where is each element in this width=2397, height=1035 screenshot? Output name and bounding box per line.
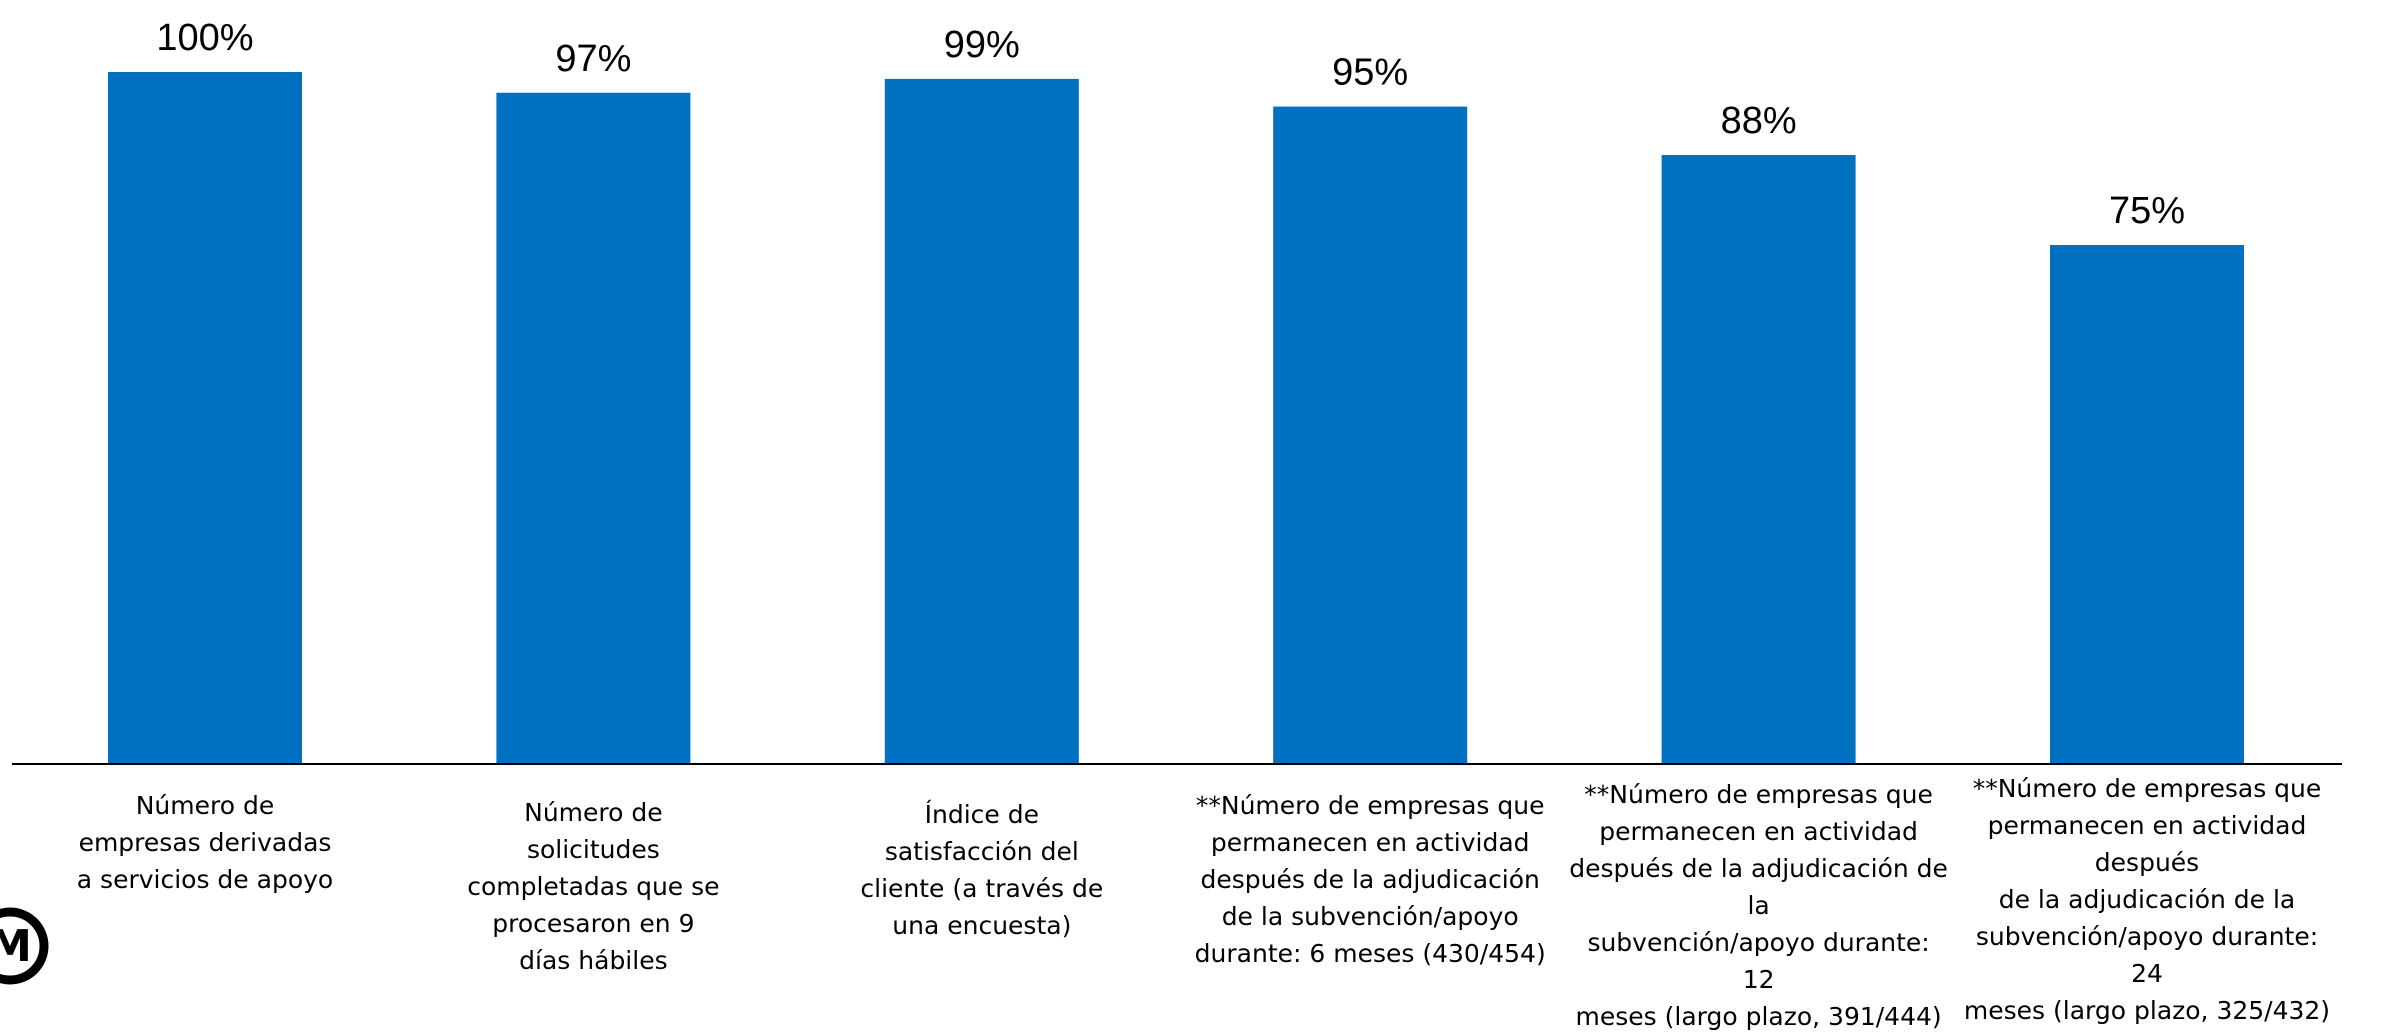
bar-4 [1273, 106, 1468, 765]
data-labels-group: 100% 97% 99% 95% 88% 75% [156, 17, 2185, 232]
category-label-3: Índice de satisfacción del cliente (a tr… [860, 800, 1104, 940]
category-label-1: Número de empresas derivadas a servicios… [76, 791, 334, 894]
data-label-3: 99% [944, 24, 1020, 66]
data-label-1: 100% [156, 17, 253, 59]
data-label-5: 88% [1721, 100, 1797, 142]
bar-2 [496, 92, 691, 764]
category-label-6: **Número de empresas que permanecen en a… [1963, 774, 2331, 1025]
logo-letter: M [0, 921, 32, 972]
category-label-4: **Número de empresas que permanecen en a… [1194, 791, 1546, 968]
bar-1 [108, 72, 302, 764]
data-label-6: 75% [2109, 190, 2185, 232]
category-label-2: Número de solicitudes completadas que se… [467, 798, 720, 975]
bar-chart: 100% 97% 99% 95% 88% 75% [12, 17, 2342, 765]
data-label-2: 97% [555, 38, 631, 80]
bar-3 [884, 78, 1079, 765]
bar-5 [1661, 155, 1856, 765]
seal-logo-icon: M [0, 907, 49, 985]
category-label-5: **Número de empresas que permanecen en a… [1569, 780, 1948, 1031]
bars-group [108, 72, 2244, 765]
bar-6 [2050, 245, 2244, 764]
data-label-4: 95% [1332, 52, 1408, 94]
